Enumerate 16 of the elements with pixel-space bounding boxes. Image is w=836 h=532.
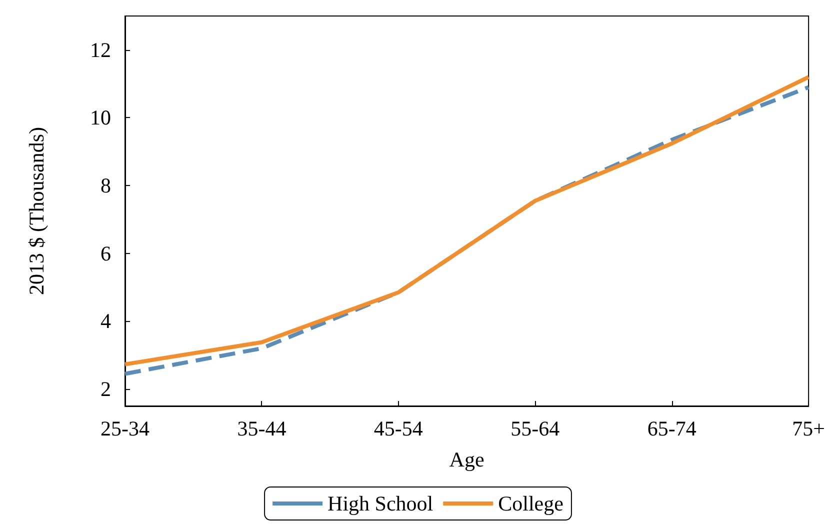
x-tick-label: 65-74 [647,416,697,440]
x-tick-label: 25-34 [100,416,150,440]
y-axis-title: 2013 $ (Thousands) [24,127,48,295]
legend-label: High School [328,492,434,516]
y-tick-label: 12 [90,38,111,62]
x-axis-title: Age [449,448,484,472]
y-tick-label: 10 [90,106,111,130]
x-tick-label: 55-64 [510,416,560,440]
y-tick-label: 6 [100,241,111,266]
y-tick-label: 2 [100,377,111,402]
x-tick-label: 45-54 [374,416,424,440]
y-tick-label: 8 [100,174,111,198]
legend-label: College [498,492,564,516]
x-tick-label: 35-44 [237,416,287,440]
y-tick-label: 4 [100,309,112,334]
x-tick-label: 75+ [792,416,825,440]
